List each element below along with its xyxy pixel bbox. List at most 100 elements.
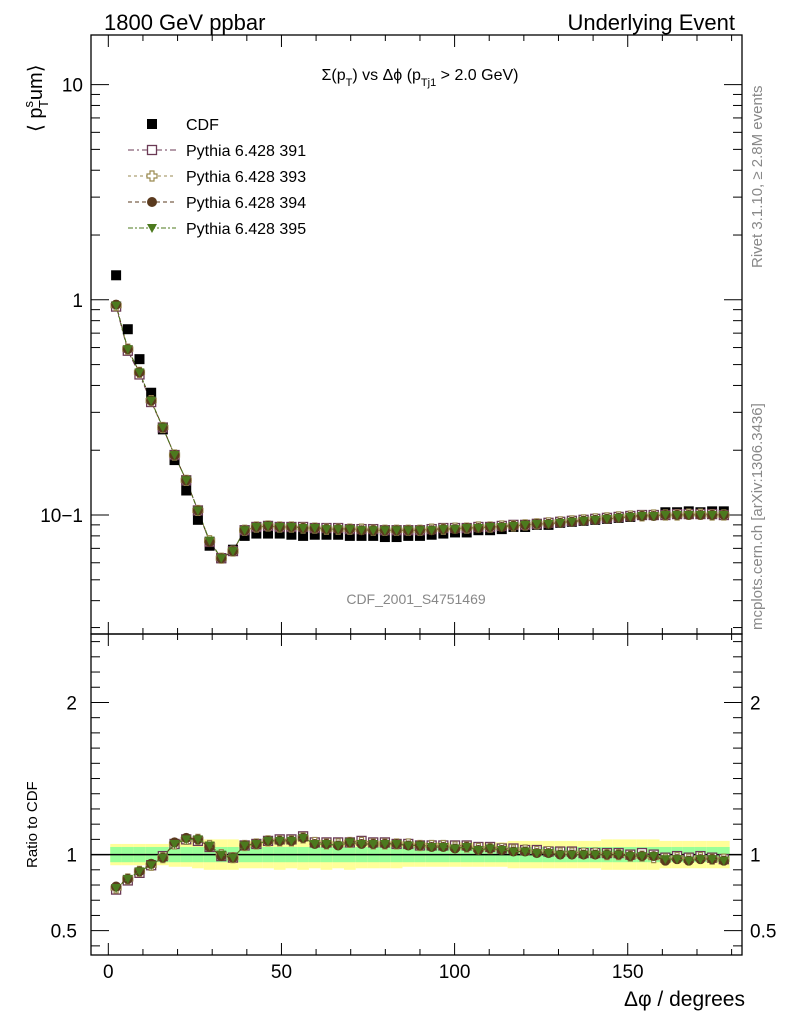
ratio-y-axis-label: Ratio to CDF xyxy=(24,781,41,868)
legend-label: Pythia 6.428 395 xyxy=(186,221,306,238)
legend-marker xyxy=(146,144,158,156)
data-point-pythia xyxy=(414,526,425,536)
ratio-data-point xyxy=(134,867,145,877)
ratio-data-point xyxy=(496,846,507,856)
data-point-cdf xyxy=(356,530,367,541)
data-point-pythia xyxy=(637,511,648,521)
data-point-pythia xyxy=(134,368,145,378)
x-tick-label: 0 xyxy=(103,962,114,983)
data-point-pythia xyxy=(169,451,180,461)
data-point-pythia xyxy=(146,396,157,406)
data-point-pythia xyxy=(426,526,437,536)
data-point-pythia xyxy=(286,522,297,532)
ratio-data-point xyxy=(683,856,694,866)
data-point-pythia xyxy=(485,522,496,532)
x-tick-label: 50 xyxy=(271,962,292,983)
ratio-data-point xyxy=(414,841,425,851)
data-point-pythia xyxy=(274,522,285,532)
data-point-pythia xyxy=(192,506,203,516)
data-point-pythia xyxy=(239,526,250,536)
ratio-data-point xyxy=(239,841,250,851)
header-left: 1800 GeV ppbar xyxy=(104,10,265,35)
ratio-data-point xyxy=(426,842,437,852)
data-point-pythia xyxy=(601,514,612,524)
data-point-pythia xyxy=(613,513,624,523)
data-point-pythia xyxy=(695,511,706,521)
data-point-pythia xyxy=(683,511,694,521)
legend-marker xyxy=(147,197,157,207)
data-point-cdf xyxy=(309,529,320,540)
ratio-frame xyxy=(90,633,743,956)
ratio-data-point xyxy=(274,836,285,846)
ratio-data-point xyxy=(695,855,706,865)
legend-marker xyxy=(146,170,158,182)
legend-label: CDF xyxy=(186,117,219,134)
data-point-cdf xyxy=(274,528,285,539)
data-point-pythia xyxy=(660,511,671,521)
legend-marker xyxy=(147,224,157,233)
data-point-pythia xyxy=(578,516,589,526)
ratio-data-point xyxy=(672,855,683,865)
ratio-data-point xyxy=(192,835,203,845)
data-point-cdf xyxy=(263,528,274,539)
data-point-pythia xyxy=(531,519,542,529)
ratio-data-point xyxy=(251,839,262,849)
watermark: CDF_2001_S4751469 xyxy=(346,591,486,607)
ratio-y-tick-label: 0.5 xyxy=(51,922,77,943)
data-point-pythia xyxy=(450,525,461,535)
data-point-cdf xyxy=(414,530,425,541)
data-point-cdf xyxy=(403,530,414,541)
data-point-pythia xyxy=(181,476,192,486)
ratio-data-point xyxy=(508,847,519,857)
data-point-pythia xyxy=(227,547,238,557)
legend-label: Pythia 6.428 394 xyxy=(186,195,306,212)
mcplots-label: mcplots.cern.ch [arXiv:1306.3436] xyxy=(749,403,766,630)
ratio-data-point xyxy=(531,849,542,859)
data-point-pythia xyxy=(707,511,718,521)
ratio-data-point xyxy=(613,850,624,860)
ratio-data-point xyxy=(356,839,367,849)
ratio-y-tick-label: 1 xyxy=(66,846,77,867)
data-point-pythia xyxy=(122,345,133,355)
main-chart-title: Σ(pT) vs Δϕ (pTj1 > 2.0 GeV) xyxy=(322,67,519,89)
ratio-data-point xyxy=(625,852,636,862)
data-point-pythia xyxy=(461,524,472,534)
ratio-data-point xyxy=(146,861,157,871)
ratio-data-point xyxy=(601,850,612,860)
ratio-y-tick-label-right: 0.5 xyxy=(750,922,776,943)
x-axis-label: Δφ / degrees xyxy=(624,988,745,1011)
ratio-data-point xyxy=(637,852,648,862)
ratio-data-point xyxy=(216,850,227,860)
data-point-pythia xyxy=(718,511,729,521)
data-point-pythia xyxy=(216,554,227,564)
ratio-data-point xyxy=(122,874,133,884)
ratio-data-point xyxy=(379,839,390,849)
y-tick-label: 10−1 xyxy=(40,506,83,527)
main-y-axis-label: ⟨ psTum⟩ xyxy=(21,64,51,132)
data-point-cdf xyxy=(192,514,203,525)
data-point-pythia xyxy=(438,525,449,535)
data-point-pythia xyxy=(391,526,402,536)
ratio-data-point xyxy=(648,852,659,862)
data-point-pythia xyxy=(590,515,601,525)
data-point-cdf xyxy=(379,532,390,543)
data-point-pythia xyxy=(204,536,215,546)
data-point-pythia xyxy=(251,522,262,532)
ratio-data-point xyxy=(333,841,344,851)
data-point-pythia xyxy=(157,423,168,433)
data-point-pythia xyxy=(379,526,390,536)
x-tick-label: 150 xyxy=(612,962,644,983)
ratio-y-tick-label: 2 xyxy=(66,693,77,714)
ratio-data-point xyxy=(520,847,531,857)
ratio-panel: 0 50 100 150 0.5 0.5 1 1 2 2 xyxy=(51,633,776,983)
main-panel: 1 10 10−1 xyxy=(40,34,743,635)
legend-marker xyxy=(147,119,157,129)
ratio-data-point xyxy=(157,853,168,863)
ratio-data-point xyxy=(590,850,601,860)
ratio-data-point xyxy=(707,855,718,865)
header-right: Underlying Event xyxy=(567,10,735,35)
data-point-cdf xyxy=(134,354,145,365)
ratio-data-point xyxy=(344,838,355,848)
rivet-label: Rivet 3.1.10, ≥ 2.8M events xyxy=(749,86,766,269)
ratio-data-point xyxy=(450,844,461,854)
